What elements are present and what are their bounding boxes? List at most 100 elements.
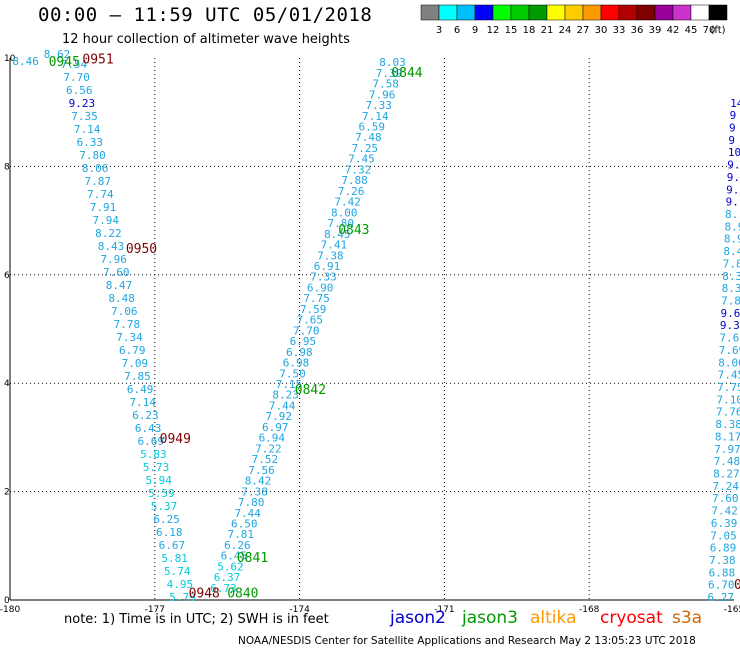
wave-height-value: 7.39 (376, 67, 403, 80)
wave-height-value: 8. (725, 208, 738, 221)
wave-height-value: 7.42 (711, 505, 738, 518)
wave-height-value: 7.60 (103, 266, 130, 279)
wave-height-value: 5.81 (161, 552, 188, 565)
wave-height-value: 7.70 (63, 71, 90, 84)
wave-height-value: 7.41 (321, 239, 348, 252)
wave-height-value: 7.06 (111, 305, 138, 318)
wave-height-value: 7.70 (293, 324, 320, 337)
credit-line: NOAA/NESDIS Center for Satellite Applica… (238, 635, 696, 647)
wave-height-value: 5.79 (169, 591, 196, 604)
wave-height-value: 8.46 (12, 55, 39, 68)
wave-height-value: 7.85 (124, 370, 151, 383)
legend-jason3: jason3 (462, 608, 518, 628)
wave-height-value: 7.26 (338, 185, 365, 198)
colorbar-label: 45 (685, 25, 698, 36)
wave-height-value: 9 (729, 121, 736, 134)
wave-height-value: 6.91 (314, 260, 341, 273)
wave-height-value: 7.91 (90, 201, 117, 214)
x-tick-label: -177 (145, 605, 165, 615)
wave-height-value: 8.45 (324, 228, 351, 241)
wave-height-value: 6.88 (709, 566, 736, 579)
wave-height-value: 7.69 (719, 344, 740, 357)
wave-height-value: 7.75 (303, 292, 330, 305)
wave-height-value: 8.17 (715, 430, 740, 443)
wave-height-value: 6.45 (221, 550, 248, 563)
x-tick-label: -171 (434, 605, 454, 615)
time-label: 0840 (227, 586, 258, 601)
color-scale-bar: 3 6 9 12 15 18 21 24 27 30 33 36 39 42 45 70(ft) (420, 4, 728, 36)
wave-height-value: 8.00 (718, 356, 740, 369)
page-subtitle: 12 hour collection of altimeter wave hei… (62, 32, 350, 47)
wave-height-value: 7.44 (269, 399, 296, 412)
wave-height-value: 8.47 (106, 279, 132, 292)
wave-height-value: 7.97 (714, 443, 740, 456)
wave-height-value: 7.22 (255, 442, 282, 455)
wave-height-value: 8.00 (331, 206, 358, 219)
wave-height-value: 7.66 (719, 332, 740, 345)
wave-height-value: 9.36 (720, 319, 740, 332)
wave-height-value: 8.43 (98, 240, 125, 253)
wave-height-value: 6.25 (153, 513, 180, 526)
time-label: 0945 (49, 55, 80, 70)
wave-height-value: 6.43 (135, 422, 162, 435)
wave-height-value: 4.95 (167, 578, 194, 591)
wave-height-value: 9. (727, 159, 740, 172)
wave-height-value: 7.38 (241, 485, 268, 498)
wave-height-value: 7.50 (279, 367, 306, 380)
wave-height-value: 5.59 (148, 487, 175, 500)
wave-height-value: 7.80 (79, 149, 106, 162)
wave-height-value: 8.38 (715, 418, 740, 431)
wave-height-value: 7.10 (717, 393, 740, 406)
wave-height-value: 6.33 (77, 136, 104, 149)
wave-height-value: 8.9 (724, 220, 740, 233)
colorbar-label: 30 (595, 25, 608, 36)
wave-height-value: 8.3 (722, 270, 740, 283)
time-label: 0949 (160, 432, 191, 447)
wave-height-value: 6.67 (159, 539, 186, 552)
wave-height-value: 7.32 (345, 163, 372, 176)
wave-height-value: 7.92 (265, 410, 292, 423)
wave-height-value: 6.97 (262, 421, 289, 434)
wave-height-value: 8.23 (272, 389, 299, 402)
colorbar-label: (ft) (710, 25, 725, 36)
time-label: 0951 (82, 52, 113, 67)
colorbar-label: 36 (631, 25, 644, 36)
wave-height-value: 7.48 (714, 455, 740, 468)
wave-height-value: 7.42 (334, 196, 361, 209)
wave-height-value: 9. (726, 183, 739, 196)
legend-cryosat: cryosat (600, 608, 663, 628)
wave-height-value: 8.42 (245, 475, 271, 488)
colorbar-label: 6 (454, 25, 460, 36)
wave-height-value: 8.9 (724, 233, 740, 246)
wave-height-value: 7.33 (365, 99, 392, 112)
y-tick-label: 10 (4, 54, 16, 64)
wave-height-value: 7.24 (713, 480, 740, 493)
wave-height-value: 7.14 (130, 396, 157, 409)
x-tick-label: -180 (0, 605, 20, 615)
colorbar-label: 42 (667, 25, 680, 36)
wave-height-value: 10 (728, 146, 740, 159)
wave-height-value: 6.89 (710, 542, 737, 555)
wave-height-value: 8.03 (379, 56, 406, 69)
wave-height-value: 6.69 (137, 435, 164, 448)
wave-height-value: 7.48 (355, 131, 382, 144)
colorbar-label: 9 (472, 25, 478, 36)
colorbar-label: 18 (523, 25, 536, 36)
wave-height-value: 7.45 (718, 369, 740, 382)
colorbar-label: 3 (436, 25, 442, 36)
wave-height-value: 7.96 (100, 253, 127, 266)
wave-height-value: 7.52 (252, 453, 279, 466)
wave-height-value: 6.70 (708, 579, 735, 592)
wave-height-value: 7.14 (74, 123, 101, 136)
legend-s3a: s3a (672, 608, 703, 628)
wave-height-value: 6.23 (132, 409, 159, 422)
time-label: 0948 (189, 586, 220, 601)
wave-height-value: 6.18 (156, 526, 183, 539)
wave-height-value: 7.60 (712, 492, 739, 505)
wave-height-value: 7.59 (300, 303, 327, 316)
wave-height-value: 6.79 (119, 344, 146, 357)
wave-height-value: 7.58 (372, 78, 399, 91)
wave-height-value: 6.39 (711, 517, 738, 530)
colorbar-label: 27 (577, 25, 590, 36)
